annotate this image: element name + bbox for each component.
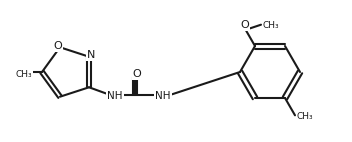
Text: O: O: [241, 20, 249, 30]
Text: NH: NH: [155, 91, 171, 101]
Text: N: N: [87, 50, 95, 60]
Text: CH₃: CH₃: [16, 69, 32, 79]
Text: O: O: [54, 41, 62, 51]
Text: NH: NH: [107, 91, 123, 101]
Text: CH₃: CH₃: [297, 112, 313, 121]
Text: CH₃: CH₃: [263, 21, 279, 30]
Text: O: O: [133, 69, 142, 79]
